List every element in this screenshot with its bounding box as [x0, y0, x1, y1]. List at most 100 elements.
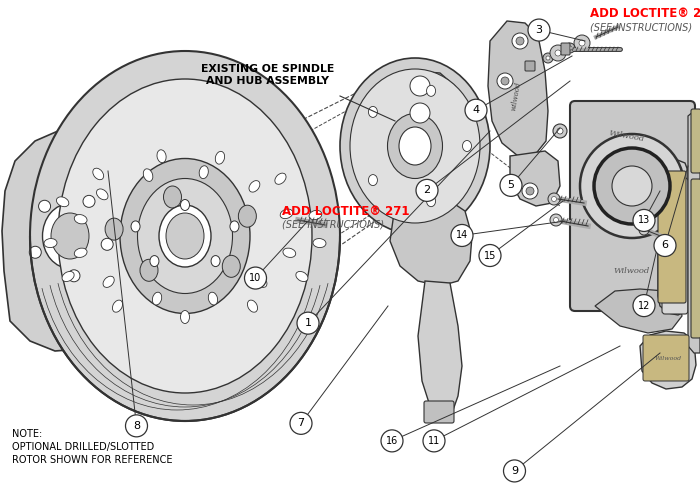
Ellipse shape	[74, 214, 87, 224]
Ellipse shape	[30, 51, 340, 421]
Ellipse shape	[97, 189, 108, 200]
Text: Wilwood: Wilwood	[614, 267, 650, 275]
Text: 9: 9	[511, 466, 518, 476]
Circle shape	[512, 33, 528, 49]
Ellipse shape	[280, 209, 293, 218]
Circle shape	[639, 225, 649, 235]
Circle shape	[451, 224, 473, 246]
Text: EXISTING OE SPINDLE
AND HUB ASSEMBLY: EXISTING OE SPINDLE AND HUB ASSEMBLY	[202, 65, 335, 86]
Ellipse shape	[150, 256, 159, 267]
FancyBboxPatch shape	[643, 335, 689, 381]
Ellipse shape	[58, 79, 312, 393]
Ellipse shape	[249, 180, 260, 192]
Ellipse shape	[296, 272, 308, 282]
Ellipse shape	[275, 173, 286, 184]
FancyBboxPatch shape	[525, 61, 535, 71]
Ellipse shape	[131, 221, 140, 232]
Circle shape	[633, 295, 655, 317]
Text: 14: 14	[456, 230, 468, 240]
Polygon shape	[2, 131, 115, 351]
Ellipse shape	[340, 58, 490, 234]
Circle shape	[290, 412, 312, 434]
Text: 4: 4	[473, 105, 480, 115]
Ellipse shape	[399, 127, 431, 165]
Ellipse shape	[211, 256, 220, 267]
Ellipse shape	[388, 114, 442, 178]
Circle shape	[500, 174, 522, 196]
Circle shape	[465, 99, 487, 121]
Circle shape	[579, 40, 585, 46]
Circle shape	[381, 430, 403, 452]
Ellipse shape	[164, 186, 181, 208]
FancyBboxPatch shape	[570, 101, 695, 311]
Ellipse shape	[44, 238, 57, 247]
Ellipse shape	[62, 272, 74, 282]
Ellipse shape	[463, 140, 472, 151]
Text: 12: 12	[638, 301, 650, 311]
Circle shape	[654, 234, 676, 257]
Circle shape	[68, 270, 80, 282]
Ellipse shape	[140, 260, 158, 281]
Text: 6: 6	[662, 240, 668, 250]
Ellipse shape	[144, 169, 153, 181]
Ellipse shape	[368, 106, 377, 117]
Text: (SEE INSTRUCTIONS): (SEE INSTRUCTIONS)	[282, 219, 384, 229]
FancyBboxPatch shape	[662, 178, 688, 314]
Circle shape	[423, 430, 445, 452]
Circle shape	[554, 217, 559, 222]
Circle shape	[574, 35, 590, 51]
Circle shape	[410, 76, 430, 96]
Circle shape	[501, 77, 509, 85]
Polygon shape	[418, 281, 462, 419]
FancyBboxPatch shape	[691, 109, 700, 173]
Ellipse shape	[309, 210, 322, 220]
Circle shape	[410, 103, 430, 123]
Ellipse shape	[51, 213, 89, 259]
Circle shape	[543, 53, 553, 63]
Ellipse shape	[426, 196, 435, 206]
Text: ADD LOCTITE® 271: ADD LOCTITE® 271	[282, 204, 410, 217]
Text: 5: 5	[508, 180, 514, 190]
Text: wilwood: wilwood	[510, 81, 522, 111]
Polygon shape	[390, 199, 472, 286]
Circle shape	[550, 45, 566, 61]
Circle shape	[550, 214, 562, 226]
Circle shape	[38, 200, 50, 212]
Polygon shape	[595, 289, 682, 333]
Polygon shape	[390, 71, 458, 133]
Circle shape	[416, 179, 438, 201]
Ellipse shape	[74, 248, 87, 258]
Text: NOTE:
OPTIONAL DRILLED/SLOTTED
ROTOR SHOWN FOR REFERENCE: NOTE: OPTIONAL DRILLED/SLOTTED ROTOR SHO…	[12, 429, 172, 465]
Ellipse shape	[313, 238, 326, 247]
Circle shape	[526, 187, 534, 195]
Text: 7: 7	[298, 418, 304, 428]
Polygon shape	[688, 111, 700, 353]
Ellipse shape	[105, 218, 123, 240]
Circle shape	[580, 134, 684, 238]
Ellipse shape	[368, 174, 377, 185]
Circle shape	[497, 73, 513, 89]
Ellipse shape	[159, 205, 211, 267]
Text: 16: 16	[386, 436, 398, 446]
Circle shape	[503, 460, 526, 482]
Ellipse shape	[283, 248, 295, 258]
Circle shape	[102, 238, 113, 250]
Ellipse shape	[157, 150, 166, 163]
Circle shape	[244, 267, 267, 289]
Circle shape	[522, 183, 538, 199]
Circle shape	[555, 50, 561, 56]
Ellipse shape	[93, 168, 104, 180]
Text: 10: 10	[249, 273, 262, 283]
Polygon shape	[120, 236, 250, 296]
Ellipse shape	[137, 178, 232, 294]
Ellipse shape	[216, 151, 225, 164]
Circle shape	[557, 128, 563, 134]
Circle shape	[516, 37, 524, 45]
Text: 8: 8	[133, 421, 140, 431]
Text: (SEE INSTRUCTIONS): (SEE INSTRUCTIONS)	[590, 22, 692, 32]
Ellipse shape	[223, 256, 240, 278]
Text: Wilwood: Wilwood	[608, 129, 645, 143]
FancyBboxPatch shape	[561, 43, 570, 55]
Ellipse shape	[113, 300, 122, 312]
Text: 13: 13	[638, 215, 650, 225]
